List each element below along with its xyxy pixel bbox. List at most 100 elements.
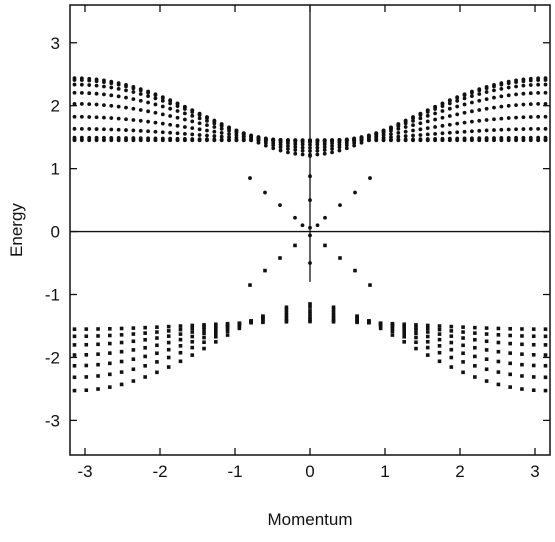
data-point [477, 108, 482, 112]
data-point [94, 83, 99, 88]
data-point [390, 321, 395, 326]
data-point [79, 137, 84, 142]
data-point [462, 137, 467, 142]
data-point [286, 144, 290, 148]
data-point [433, 107, 438, 111]
data-point [225, 321, 230, 326]
data-point [477, 88, 482, 93]
data-point [536, 102, 541, 106]
data-point [153, 120, 158, 125]
data-point [205, 128, 209, 133]
data-point [94, 91, 99, 96]
data-point [308, 305, 312, 309]
data-point [330, 138, 334, 143]
data-point [87, 102, 92, 107]
data-point [108, 385, 112, 389]
data-point [425, 353, 430, 357]
data-point [484, 128, 489, 133]
data-point [131, 339, 136, 344]
data-point [514, 103, 518, 107]
data-point [131, 348, 136, 352]
data-point [323, 215, 327, 220]
data-point [367, 320, 371, 325]
data-point [433, 131, 438, 136]
data-point [87, 127, 92, 131]
data-point [109, 103, 114, 108]
data-point [155, 330, 159, 334]
data-point [473, 325, 477, 330]
data-point [87, 83, 92, 87]
data-point [455, 137, 460, 142]
data-point [293, 145, 298, 149]
data-point [190, 110, 195, 114]
data-point [178, 350, 183, 355]
data-point [440, 131, 445, 136]
data-point [225, 333, 230, 337]
data-point [440, 109, 445, 113]
data-point [449, 365, 454, 369]
data-point [256, 138, 261, 143]
data-point [402, 325, 406, 330]
data-point [543, 388, 548, 393]
data-point [337, 145, 342, 150]
data-point [473, 345, 477, 350]
data-point [521, 137, 526, 142]
x-tick-label: 0 [305, 462, 314, 481]
data-point [278, 203, 282, 208]
data-point [131, 128, 136, 133]
data-point [414, 325, 418, 329]
data-point [330, 150, 334, 155]
data-point [119, 349, 124, 354]
data-point [116, 104, 121, 109]
data-point [484, 339, 489, 344]
data-point [447, 101, 452, 106]
data-point [308, 198, 312, 203]
data-point [300, 223, 305, 228]
data-point [396, 138, 401, 142]
data-point [470, 137, 474, 142]
data-point [102, 115, 106, 120]
data-point [411, 118, 415, 123]
data-point [521, 79, 526, 84]
data-point [138, 88, 143, 93]
data-point [146, 100, 150, 105]
data-point [300, 152, 305, 157]
data-point [353, 268, 357, 273]
data-point [315, 223, 320, 228]
data-point [425, 132, 430, 137]
data-point [153, 137, 158, 142]
x-tick-label: 3 [530, 462, 539, 481]
data-point [124, 128, 128, 132]
data-point [116, 127, 121, 132]
data-point [543, 327, 548, 331]
data-point [389, 132, 393, 136]
data-point [338, 256, 342, 260]
data-point [508, 333, 512, 338]
data-point [506, 103, 511, 108]
data-point [543, 78, 548, 82]
data-point [353, 190, 357, 195]
data-point [190, 334, 195, 339]
data-point [437, 344, 442, 348]
data-point [84, 327, 89, 331]
data-point [425, 334, 430, 339]
data-point [323, 243, 327, 248]
data-point [146, 109, 150, 114]
data-point [72, 375, 77, 380]
data-point [284, 310, 289, 315]
data-point [138, 92, 143, 96]
data-point [278, 256, 282, 260]
data-point [87, 78, 92, 83]
data-point [116, 94, 121, 99]
data-point [499, 137, 504, 142]
y-tick-label: -2 [45, 348, 60, 367]
data-point [344, 146, 349, 151]
data-point [359, 138, 364, 143]
data-point [131, 97, 136, 102]
data-point [72, 363, 77, 368]
data-point [102, 127, 106, 132]
data-point [543, 137, 548, 142]
data-point [396, 124, 401, 128]
data-point [143, 375, 147, 379]
data-point [484, 86, 489, 91]
